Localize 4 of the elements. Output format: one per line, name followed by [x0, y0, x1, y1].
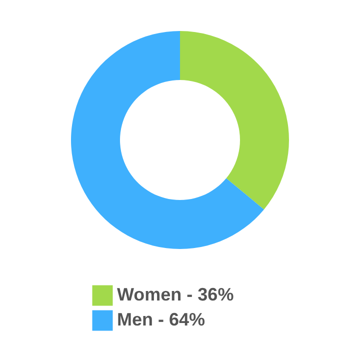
legend-label: Men - 64% — [117, 310, 206, 330]
donut-slice — [71, 31, 264, 249]
legend-label: Women - 36% — [117, 284, 234, 304]
donut-slice — [180, 31, 289, 210]
